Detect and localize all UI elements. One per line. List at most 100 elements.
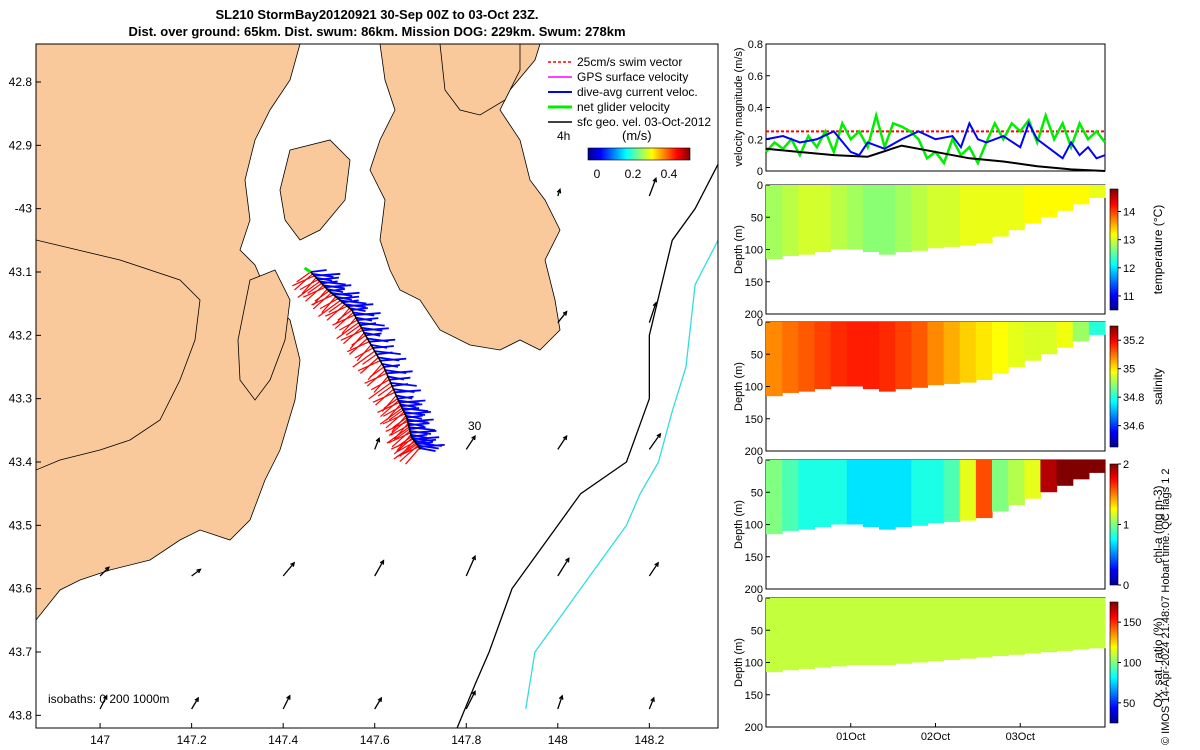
dive-avg-vector <box>376 351 393 356</box>
geo-vector <box>648 697 655 710</box>
temperature-panel: 0 50 100 150 200 Depth (m) 11 12 13 14 temperature… <box>733 180 1165 321</box>
swim-vector <box>354 347 374 359</box>
map-x-axis: 147 147.2 147.4 147.6 147.8 148 148.2 <box>90 723 665 747</box>
map-y-tick-label: 42.9 <box>9 138 33 152</box>
map-glider-track <box>292 266 445 465</box>
temperature-cell <box>927 185 945 249</box>
dive-avg-vector <box>418 443 445 448</box>
chlorophyll-cell <box>798 460 816 530</box>
dive-avg-vector <box>380 357 407 362</box>
map-y-tick-label: 42.8 <box>9 75 33 89</box>
salinity-cell <box>959 322 977 383</box>
legend-swim-label: 25cm/s swim vector <box>577 55 682 69</box>
dive-avg-vector <box>328 288 346 292</box>
glider-track-line <box>310 271 422 450</box>
salinity-cell <box>911 322 929 388</box>
temperature-y-tick-label: 100 <box>745 245 763 257</box>
geo-vector <box>282 695 291 710</box>
map-y-tick-label: 43.1 <box>9 265 33 279</box>
dive-avg-vector <box>351 307 368 311</box>
map-y-tick-label: 43.8 <box>9 708 33 722</box>
swim-vector <box>396 446 419 458</box>
land-tasman-peninsula <box>369 44 561 351</box>
temperature-cell <box>1056 185 1074 211</box>
swim-vector <box>303 286 326 298</box>
legend-net-label: net glider velocity <box>577 100 670 114</box>
dive-avg-vector <box>394 389 421 394</box>
chlorophyll-cell <box>1072 460 1090 480</box>
geo-vector <box>465 555 476 577</box>
salinity-y-tick-label: 100 <box>745 382 763 394</box>
temperature-cell <box>830 185 848 250</box>
swim-vector <box>305 284 324 302</box>
geo-vector-head <box>471 434 476 441</box>
temperature-y-tick-label: 0 <box>757 180 763 192</box>
geo-vector-head <box>652 177 658 183</box>
dive-avg-vector <box>416 441 433 446</box>
map-colorbar <box>587 147 691 161</box>
geo-vector <box>99 695 108 710</box>
map-y-tick-label: 43.6 <box>9 582 33 596</box>
dive-avg-vector <box>386 370 413 375</box>
geo-vector-head <box>377 696 383 703</box>
temperature-cell <box>992 185 1009 237</box>
temperature-cell <box>862 185 880 253</box>
oxygen-cell <box>862 598 880 666</box>
velocity-y-axis: 0 0.2 0.4 0.6 0.8 <box>748 39 770 178</box>
salinity-cell <box>975 322 993 381</box>
chlorophyll-cell <box>959 460 977 521</box>
chlorophyll-cell <box>830 460 848 525</box>
oxygen-cell <box>846 598 864 666</box>
temperature-cell <box>766 185 783 260</box>
map-track-label: 30 <box>468 419 482 433</box>
dive-avg-vector <box>401 403 423 408</box>
swim-vector <box>364 372 387 384</box>
swim-vector <box>346 341 370 353</box>
geo-vector <box>648 302 657 323</box>
figure-title: SL210 StormBay20120921 30-Sep 00Z to 03-… <box>36 6 718 40</box>
oxygen-cell <box>992 598 1009 657</box>
oxygen-cell <box>766 598 783 673</box>
map-x-tick-label: 147.2 <box>177 733 207 747</box>
dive-avg-vector <box>342 299 359 304</box>
map-frame <box>35 43 719 729</box>
swim-vector <box>369 366 385 378</box>
temperature-cell <box>1024 185 1042 224</box>
dive-avg-vector <box>359 322 377 327</box>
map-x-tick-label: 147.4 <box>268 733 298 747</box>
dive-avg-vector <box>411 433 428 438</box>
geo-vector <box>374 560 385 577</box>
oxygen-y-tick-label: 200 <box>745 722 763 734</box>
chlorophyll-cell <box>1024 460 1042 499</box>
oxygen-cell <box>830 598 848 667</box>
chlorophyll-cell <box>992 460 1009 512</box>
swim-vector <box>343 327 362 345</box>
temperature-cell <box>959 185 977 246</box>
velocity-series <box>765 110 1106 172</box>
temperature-cell <box>798 185 816 255</box>
geo-vector <box>648 178 657 197</box>
geo-vector-head <box>375 437 381 443</box>
dive-avg-vector <box>319 280 346 286</box>
temperature-y-tick-label: 50 <box>751 212 763 224</box>
chlorophyll-cell <box>895 460 912 528</box>
velocity-y-tick-label: 0.4 <box>748 103 763 115</box>
dive-avg-vector <box>408 426 436 432</box>
oxygen-x-tick-label: 01Oct <box>836 731 865 743</box>
geo-vector-head <box>103 694 108 700</box>
swim-vector <box>301 277 317 295</box>
copyright-note: © IMOS 14-Apr-2024 21:48:07 Hobart time.… <box>1160 468 1172 745</box>
salinity-y-tick-label: 50 <box>751 349 763 361</box>
oxygen-cell <box>1008 598 1025 655</box>
swim-vector <box>372 391 396 403</box>
velocity-y-tick-label: 0 <box>757 166 763 178</box>
salinity-cell <box>782 322 799 393</box>
oxygen-cell <box>895 598 912 664</box>
salinity-y-tick-label: 200 <box>745 446 763 458</box>
dive-avg-vector <box>389 376 411 381</box>
geo-vector-head <box>379 559 385 565</box>
geo-vector <box>191 568 201 577</box>
salinity-cell <box>927 322 945 386</box>
temperature-cell <box>814 185 832 253</box>
temperature-colorbar-tick-label: 12 <box>1123 263 1135 275</box>
